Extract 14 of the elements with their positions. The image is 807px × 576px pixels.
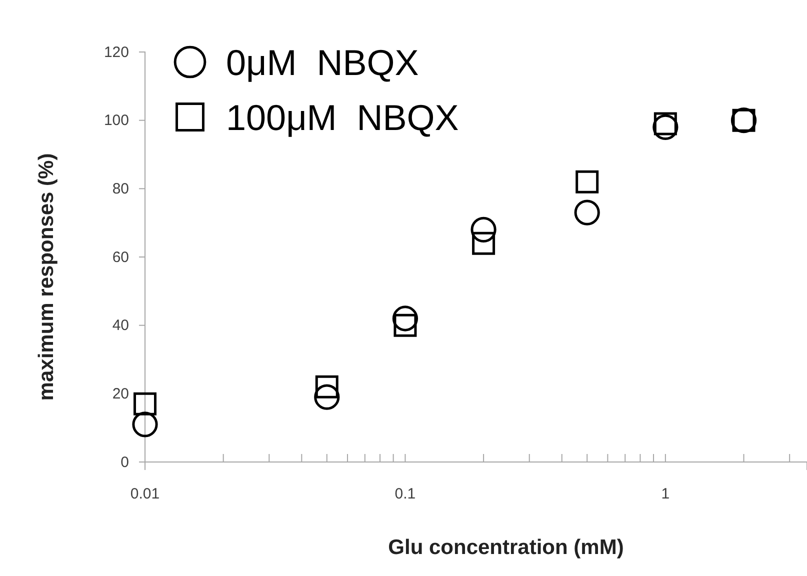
x-axis-title: Glu concentration (mM) [388,536,624,559]
x-tick-label: 0.1 [394,486,416,503]
y-tick-label: 120 [104,44,129,61]
x-tick-label: 0.01 [130,486,160,503]
x-tick-label: 1 [661,486,670,503]
legend-label: 100μM NBQX [226,97,459,138]
legend-label: 0μM NBQX [226,42,419,83]
y-axis-title: maximum responses (%) [35,153,58,401]
y-tick-label: 20 [112,385,129,402]
y-tick-label: 100 [104,112,129,130]
y-tick-label: 60 [112,248,129,266]
y-tick-label: 80 [112,180,129,198]
y-tick-label: 0 [120,454,129,471]
y-tick-label: 40 [112,317,129,334]
